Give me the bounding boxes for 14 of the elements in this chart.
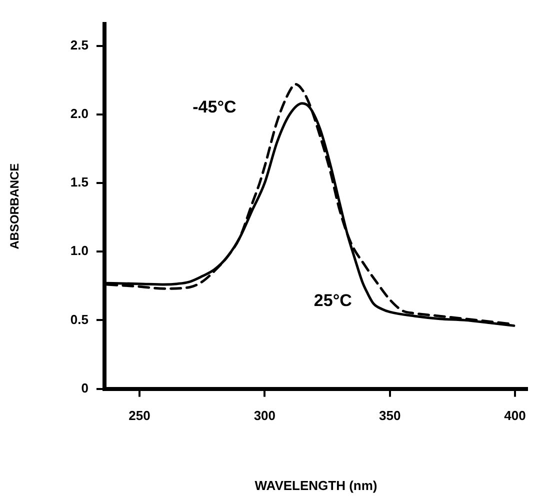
annotation: 25°C xyxy=(314,290,352,310)
x-tick-label: 400 xyxy=(504,408,526,424)
y-tick-label: 2.5 xyxy=(70,37,88,52)
y-tick-label: 0.5 xyxy=(70,312,88,327)
y-tick-label: 2.0 xyxy=(70,106,88,121)
annotation: -45°C xyxy=(192,97,236,116)
x-tick-label: 300 xyxy=(254,408,276,424)
x-tick-label: 350 xyxy=(378,408,401,424)
x-axis-title: WAVELENGTH (nm) xyxy=(254,478,378,493)
y-axis-title: ABSORBANCE xyxy=(8,163,22,250)
y-tick-label: 0 xyxy=(81,380,88,396)
x-tick-label: 250 xyxy=(128,408,150,424)
y-tick-label: 1.0 xyxy=(70,243,88,258)
y-tick-label: 1.5 xyxy=(70,174,88,190)
